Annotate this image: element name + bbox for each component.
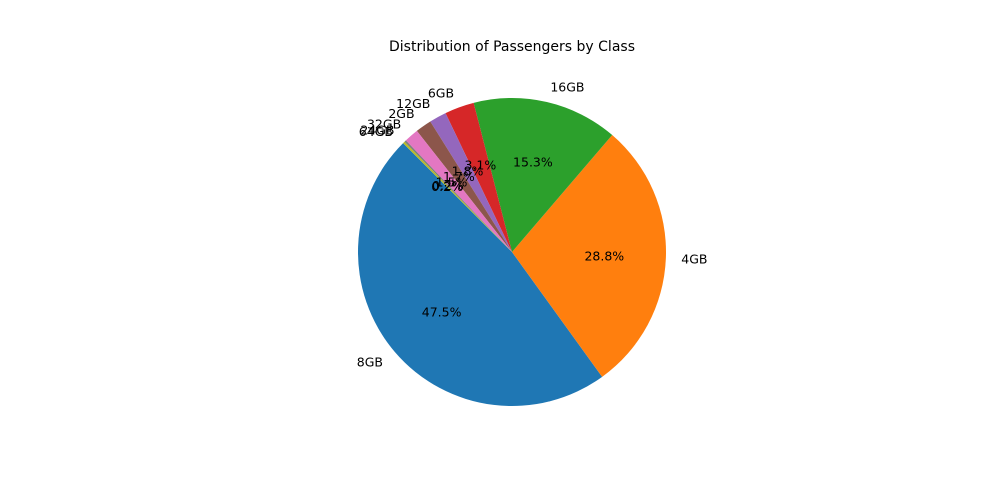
percent-label-16gb: 15.3% bbox=[513, 154, 553, 169]
slice-label-8gb: 8GB bbox=[357, 354, 383, 369]
slice-label-16gb: 16GB bbox=[550, 79, 584, 94]
slice-label-24gb: 24GB bbox=[360, 122, 394, 137]
pie-slice-64gb bbox=[403, 141, 512, 252]
percent-labels: 47.5%28.8%15.3%3.1%1.8%1.7%1.5%0.2%0.2% bbox=[422, 154, 625, 319]
percent-label-64gb: 0.2% bbox=[431, 179, 463, 194]
percent-label-4gb: 28.8% bbox=[584, 248, 624, 263]
pie-slice-16gb bbox=[473, 98, 613, 253]
percent-label-2gb: 1.7% bbox=[443, 169, 475, 184]
slice-label-64gb: 64GB bbox=[359, 124, 393, 139]
slice-label-2gb: 2GB bbox=[388, 106, 414, 121]
chart-title: Distribution of Passengers by Class bbox=[389, 39, 635, 55]
percent-label-12gb: 1.8% bbox=[452, 164, 484, 179]
pie-slice-24gb bbox=[404, 140, 512, 252]
percent-label-8gb: 47.5% bbox=[422, 304, 462, 319]
pie-slice-2gb bbox=[416, 121, 512, 252]
pie-slice-12gb bbox=[430, 113, 512, 252]
pie-slice-32gb bbox=[405, 130, 512, 252]
pie-slice-8gb bbox=[358, 143, 603, 406]
slice-label-6gb: 6GB bbox=[428, 85, 454, 100]
slice-label-12gb: 12GB bbox=[396, 96, 430, 111]
percent-label-24gb: 0.2% bbox=[432, 178, 464, 193]
slice-label-32gb: 32GB bbox=[367, 116, 401, 131]
percent-label-6gb: 3.1% bbox=[465, 158, 497, 173]
slice-label-4gb: 4GB bbox=[681, 252, 707, 267]
pie-slice-4gb bbox=[512, 135, 666, 377]
pie-slices bbox=[358, 98, 666, 406]
pie-slice-6gb bbox=[445, 102, 512, 253]
percent-label-32gb: 1.5% bbox=[436, 175, 468, 190]
